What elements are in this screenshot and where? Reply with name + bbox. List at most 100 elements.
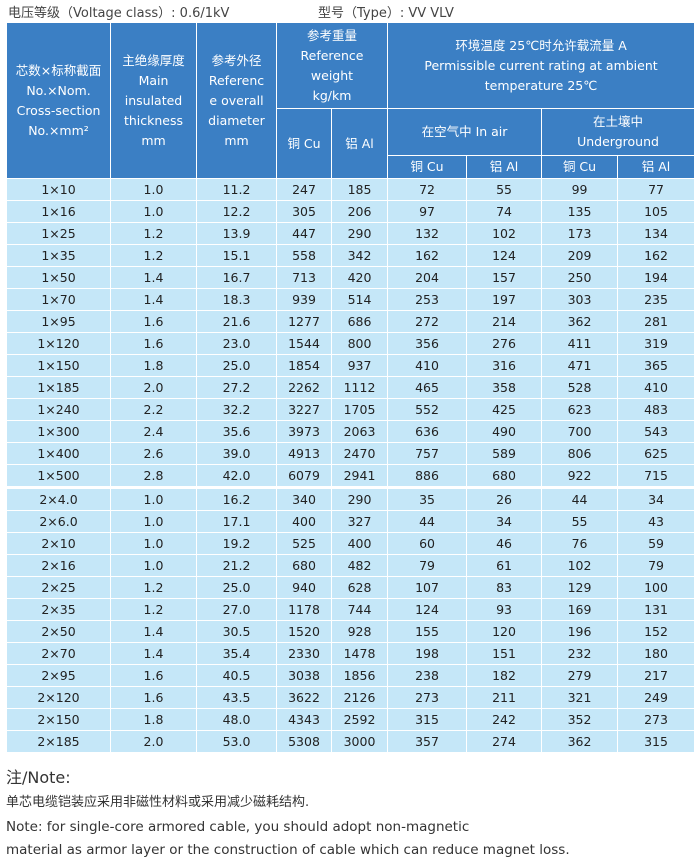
cell: 447	[276, 222, 332, 245]
table-row: 2×150 1.8 48.0 4343 2592 315 242 352 273	[6, 708, 696, 731]
cell: 2126	[330, 686, 389, 709]
cell: 42.0	[196, 464, 277, 488]
cell: 543	[617, 420, 696, 443]
cell: 162	[617, 244, 696, 267]
cell: 74	[466, 200, 543, 223]
cell: 1705	[330, 398, 389, 421]
cell: 1×70	[6, 288, 111, 311]
cell: 922	[541, 464, 619, 488]
cell: 3038	[276, 664, 332, 687]
cell: 39.0	[196, 442, 277, 465]
cell: 1×500	[6, 464, 111, 488]
cell: 276	[466, 332, 543, 355]
cell: 152	[617, 620, 696, 643]
cell: 525	[276, 532, 332, 555]
cell: 1856	[330, 664, 389, 687]
cell: 1.8	[110, 708, 197, 731]
table-row: 2×120 1.6 43.5 3622 2126 273 211 321 249	[6, 686, 696, 709]
cell: 1.4	[110, 620, 197, 643]
cell: 1×10	[6, 178, 111, 201]
cell: 180	[617, 642, 696, 665]
head-line: insulated	[124, 92, 183, 108]
cell: 72	[387, 178, 468, 201]
cell: 358	[466, 376, 543, 399]
cell: 11.2	[196, 178, 277, 201]
head-line: diameter	[208, 112, 265, 128]
cell: 21.2	[196, 554, 277, 577]
cell: 32.2	[196, 398, 277, 421]
cell: 1.0	[110, 486, 197, 511]
cell: 211	[466, 686, 543, 709]
cell: 628	[330, 576, 389, 599]
cell: 680	[466, 464, 543, 488]
note-en: Note: for single-core armored cable, you…	[6, 819, 470, 835]
cell: 1178	[276, 598, 332, 621]
head-weight-al: 铝 Al	[330, 108, 389, 179]
cell: 1.6	[110, 664, 197, 687]
head-line: No.×Nom.	[26, 82, 91, 98]
cell: 12.2	[196, 200, 277, 223]
cell: 1.2	[110, 244, 197, 267]
cell: 79	[387, 554, 468, 577]
cell: 1.4	[110, 642, 197, 665]
cell: 1.4	[110, 288, 197, 311]
head-line: Reference	[300, 47, 364, 63]
cell: 2×70	[6, 642, 111, 665]
cell: 151	[466, 642, 543, 665]
cell: 25.0	[196, 576, 277, 599]
cell: 2×50	[6, 620, 111, 643]
cell: 16.7	[196, 266, 277, 289]
head-weight-cu: 铜 Cu	[276, 108, 332, 179]
cell: 400	[330, 532, 389, 555]
head-diameter: 参考外径 Referenc e overall diameter mm	[196, 22, 277, 179]
table-row: 1×16 1.0 12.2 305 206 97 74 135 105	[6, 200, 696, 223]
cell: 1×300	[6, 420, 111, 443]
table-row: 1×35 1.2 15.1 558 342 162 124 209 162	[6, 244, 696, 267]
cell: 1.8	[110, 354, 197, 377]
table-row: 1×400 2.6 39.0 4913 2470 757 589 806 625	[6, 442, 696, 465]
head-line: Cross-section	[16, 102, 101, 118]
cell: 356	[387, 332, 468, 355]
cable-type: 型号（Type）: VV VLV	[318, 6, 454, 21]
cell: 1.0	[110, 510, 197, 533]
cell: 2×6.0	[6, 510, 111, 533]
cell: 43.5	[196, 686, 277, 709]
cell: 362	[541, 310, 619, 333]
cell: 204	[387, 266, 468, 289]
head-line: 主绝缘厚度	[122, 52, 185, 68]
cell: 273	[387, 686, 468, 709]
table-row: 2×95 1.6 40.5 3038 1856 238 182 279 217	[6, 664, 696, 687]
table-row: 1×70 1.4 18.3 939 514 253 197 303 235	[6, 288, 696, 311]
cell: 76	[541, 532, 619, 555]
cell: 410	[617, 376, 696, 399]
head-line: kg/km	[312, 87, 352, 103]
cell: 3227	[276, 398, 332, 421]
cell: 290	[330, 222, 389, 245]
cell: 625	[617, 442, 696, 465]
cell: 1×16	[6, 200, 111, 223]
cell: 61	[466, 554, 543, 577]
cell: 274	[466, 730, 543, 753]
cell: 157	[466, 266, 543, 289]
cell: 636	[387, 420, 468, 443]
cell: 680	[276, 554, 332, 577]
cell: 1.0	[110, 532, 197, 555]
cell: 17.1	[196, 510, 277, 533]
cell: 132	[387, 222, 468, 245]
table-row: 1×10 1.0 11.2 247 185 72 55 99 77	[6, 178, 696, 201]
head-line: thickness	[123, 112, 184, 128]
table-row: 1×150 1.8 25.0 1854 937 410 316 471 365	[6, 354, 696, 377]
head-core: 芯数×标称截面 No.×Nom. Cross-section No.×mm²	[6, 22, 111, 179]
cell: 44	[541, 486, 619, 511]
cell: 340	[276, 486, 332, 511]
cell: 686	[330, 310, 389, 333]
cell: 19.2	[196, 532, 277, 555]
cell: 253	[387, 288, 468, 311]
cell: 1.2	[110, 576, 197, 599]
cell: 60	[387, 532, 468, 555]
head-ground-al: 铝 Al	[617, 155, 696, 179]
cell: 2×35	[6, 598, 111, 621]
cell: 197	[466, 288, 543, 311]
head-air-cu: 铜 Cu	[387, 155, 468, 179]
cell: 715	[617, 464, 696, 488]
